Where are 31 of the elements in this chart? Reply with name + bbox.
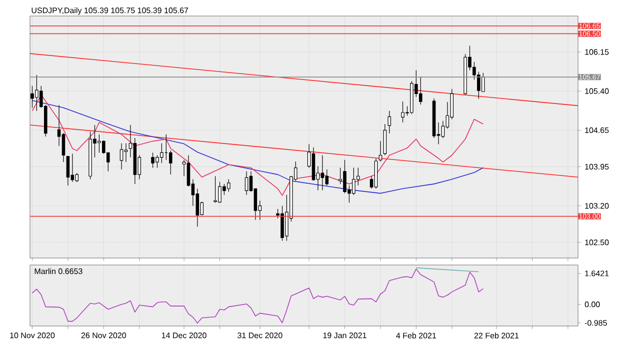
chart-title: USDJPY,Daily 105.39 105.75 105.39 105.67 <box>32 7 188 15</box>
candlestick <box>66 156 70 186</box>
candlestick <box>62 132 66 162</box>
candlestick <box>388 110 392 134</box>
y-tick-label: 102.50 <box>585 240 609 246</box>
x-tick-label: 19 Jan 2021 <box>323 332 366 338</box>
candlestick <box>124 142 128 162</box>
candlestick <box>120 142 124 170</box>
x-tick-label: 22 Feb 2021 <box>474 332 519 338</box>
x-tick-label: 4 Feb 2021 <box>396 332 436 338</box>
candlestick <box>244 171 248 196</box>
candlestick <box>320 154 324 190</box>
y-tick-label: 103.20 <box>585 203 609 209</box>
y-tick-label: 103.95 <box>585 164 609 170</box>
line-series <box>32 268 484 324</box>
y-tick-label: 106.15 <box>585 49 609 55</box>
x-tick-label: 10 Nov 2020 <box>10 332 55 338</box>
candlestick <box>70 153 74 182</box>
x-tick-label: 31 Dec 2020 <box>238 332 282 338</box>
y-tick-label: -0.985 <box>584 320 607 326</box>
y-tick-label: 104.65 <box>585 127 609 134</box>
candlestick <box>325 169 329 186</box>
chart-title: Marlin 0.6653 <box>34 268 82 274</box>
y-tick-label: 105.40 <box>585 88 609 94</box>
y-tick-label: 1.6421 <box>585 270 609 276</box>
x-tick-label: 26 Nov 2020 <box>81 332 126 338</box>
y-tick-label: 0.00 <box>584 302 600 308</box>
candlestick <box>168 150 172 175</box>
candlestick <box>383 124 387 156</box>
candlestick <box>378 140 382 162</box>
x-tick-label: 14 Dec 2020 <box>162 332 206 338</box>
